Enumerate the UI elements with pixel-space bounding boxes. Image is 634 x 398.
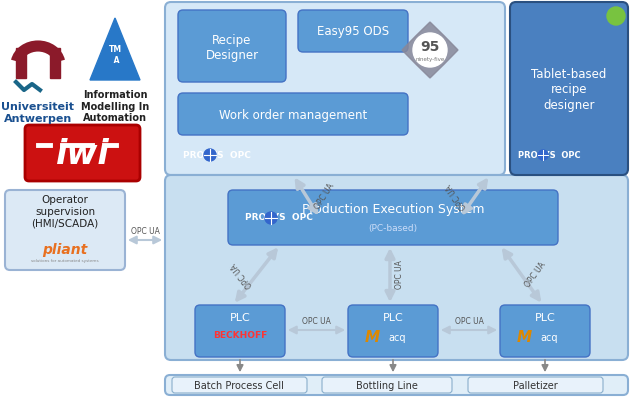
Circle shape <box>538 150 548 160</box>
Text: Batch Process Cell: Batch Process Cell <box>194 381 284 391</box>
Text: Work order management: Work order management <box>219 109 367 121</box>
Text: OPC UA: OPC UA <box>524 261 548 289</box>
Text: (PC-based): (PC-based) <box>368 224 418 232</box>
FancyBboxPatch shape <box>348 305 438 357</box>
Text: solutions for automated systems: solutions for automated systems <box>31 259 99 263</box>
FancyBboxPatch shape <box>468 377 603 393</box>
Text: Palletizer: Palletizer <box>513 381 557 391</box>
Text: OPC UA: OPC UA <box>445 182 469 211</box>
Circle shape <box>204 149 216 161</box>
FancyBboxPatch shape <box>165 2 505 175</box>
Text: PLC: PLC <box>383 313 403 323</box>
Bar <box>16 48 26 78</box>
Text: PROSYS  OPC: PROSYS OPC <box>518 150 581 160</box>
FancyBboxPatch shape <box>172 377 307 393</box>
FancyBboxPatch shape <box>165 375 628 395</box>
Polygon shape <box>402 22 458 78</box>
Text: OPC UA: OPC UA <box>230 261 255 289</box>
Text: PLC: PLC <box>534 313 555 323</box>
Text: OPC UA: OPC UA <box>455 318 484 326</box>
Text: ▼: ▼ <box>612 9 620 19</box>
Text: OPC UA: OPC UA <box>396 261 404 289</box>
Circle shape <box>413 33 447 67</box>
Text: OPC UA: OPC UA <box>302 318 331 326</box>
Text: OPC UA: OPC UA <box>131 228 159 236</box>
FancyBboxPatch shape <box>178 93 408 135</box>
Text: Information
Modelling In
Automation: Information Modelling In Automation <box>81 90 149 123</box>
Text: PROSYS  OPC: PROSYS OPC <box>183 150 251 160</box>
Circle shape <box>607 7 625 25</box>
Circle shape <box>265 212 277 224</box>
FancyBboxPatch shape <box>510 2 628 175</box>
Bar <box>50 48 60 78</box>
Text: TM
 A: TM A <box>108 45 122 65</box>
FancyBboxPatch shape <box>228 190 558 245</box>
Text: Recipe
Designer: Recipe Designer <box>205 34 259 62</box>
Text: ninety-five: ninety-five <box>415 57 444 62</box>
Text: iwi: iwi <box>56 139 110 172</box>
Text: PLC: PLC <box>230 313 250 323</box>
Text: acq: acq <box>540 333 557 343</box>
FancyBboxPatch shape <box>195 305 285 357</box>
Text: acq: acq <box>388 333 406 343</box>
FancyBboxPatch shape <box>5 190 125 270</box>
FancyBboxPatch shape <box>165 175 628 360</box>
Text: OPC UA: OPC UA <box>313 182 336 211</box>
Text: PROSYS  OPC: PROSYS OPC <box>245 213 313 222</box>
FancyBboxPatch shape <box>25 125 140 181</box>
FancyBboxPatch shape <box>500 305 590 357</box>
Text: Bottling Line: Bottling Line <box>356 381 418 391</box>
Text: Universiteit
Antwerpen: Universiteit Antwerpen <box>1 102 75 124</box>
Text: BECKHOFF: BECKHOFF <box>213 332 267 341</box>
Text: Easy95 ODS: Easy95 ODS <box>317 25 389 39</box>
Text: M: M <box>517 330 531 345</box>
FancyBboxPatch shape <box>298 10 408 52</box>
Text: M: M <box>365 330 380 345</box>
Text: pliant: pliant <box>42 243 87 257</box>
Text: Tablet-based
recipe
designer: Tablet-based recipe designer <box>531 68 607 111</box>
Text: 95: 95 <box>420 40 440 54</box>
FancyBboxPatch shape <box>178 10 286 82</box>
Text: Operator
supervision
(HMI/SCADA): Operator supervision (HMI/SCADA) <box>31 195 99 228</box>
Polygon shape <box>90 18 140 80</box>
FancyBboxPatch shape <box>322 377 452 393</box>
Text: Production Execution System: Production Execution System <box>302 203 484 217</box>
